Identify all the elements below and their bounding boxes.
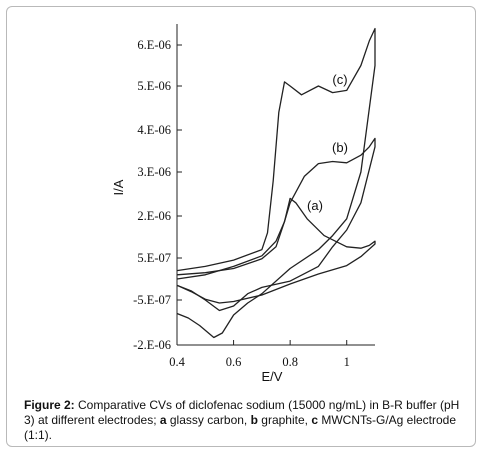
cv-curves [176, 27, 376, 339]
chart-axes: 6.E-06 5.E-06 4.E-06 3.E-06 2.E-06 5.E-07 -5.E… [133, 24, 375, 369]
y-tick-label: -5.E-07 [133, 293, 171, 307]
y-tick-label: 6.E-06 [137, 38, 171, 52]
caption-text-a: glassy carbon, [166, 413, 251, 427]
y-tick-label: 5.E-06 [137, 79, 171, 93]
caption-text-c: MWCNTs-G/Ag electrode (1:1). [24, 413, 457, 442]
curve-label-a: (a) [307, 198, 323, 213]
y-tick-label: -2.E-06 [133, 338, 171, 352]
curve-label-c: (c) [332, 72, 347, 87]
caption-label-c: c [311, 413, 318, 427]
curve-label-b: (b) [332, 140, 348, 155]
x-tick-label: 0.8 [282, 355, 298, 369]
cv-curve-c [176, 27, 376, 339]
y-tick-label: 4.E-06 [137, 123, 171, 137]
figure-frame [6, 6, 476, 447]
y-tick-label: 5.E-07 [137, 251, 171, 265]
cv-chart: 6.E-06 5.E-06 4.E-06 3.E-06 2.E-06 5.E-07 -5.E… [111, 24, 376, 384]
x-tick-label: 1 [344, 355, 350, 369]
caption-text-b: graphite, [257, 413, 312, 427]
cv-curve-a [176, 197, 376, 304]
caption-label-a: a [159, 413, 167, 427]
x-tick-label: 0.4 [169, 355, 185, 369]
chart-labels: E/V I/A (a) (b) (c) [111, 72, 348, 384]
cv-curve-b [176, 137, 376, 312]
caption-label-b: b [250, 413, 258, 427]
caption-text: Comparative CVs of diclofenac sodium (15… [24, 398, 460, 427]
y-tick-label: 3.E-06 [137, 165, 171, 179]
x-tick-label: 0.6 [226, 355, 242, 369]
caption-figure-label: Figure 2: [24, 398, 75, 412]
y-tick-label: 2.E-06 [137, 209, 171, 223]
figure-caption: Figure 2: Comparative CVs of diclofenac … [24, 398, 464, 443]
y-axis-title: I/A [111, 179, 126, 195]
x-axis-title: E/V [262, 369, 283, 384]
